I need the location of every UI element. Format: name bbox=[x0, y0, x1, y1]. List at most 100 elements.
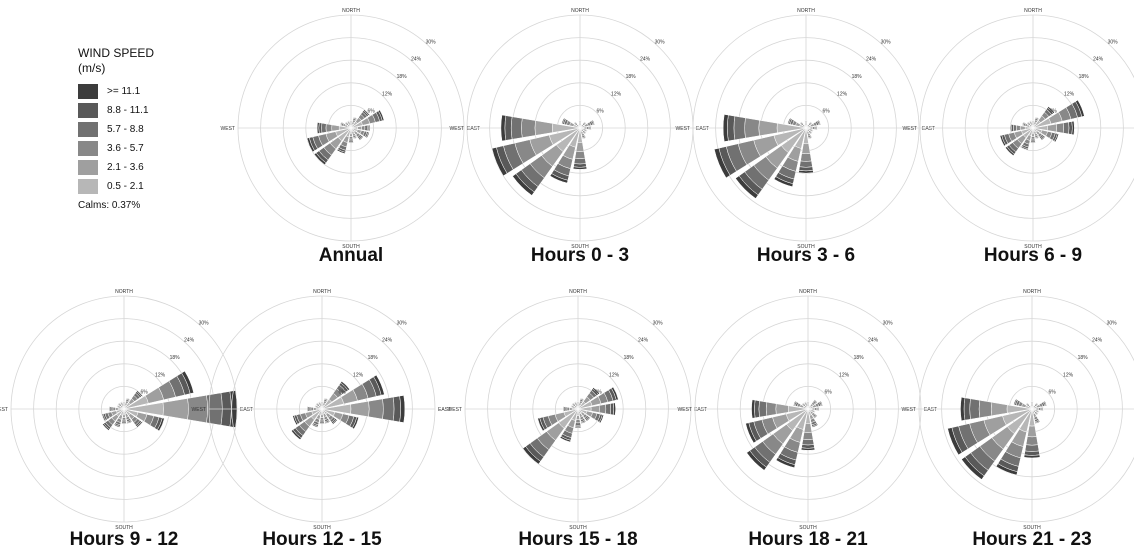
compass-south-label: SOUTH bbox=[799, 525, 817, 531]
wedge-segment bbox=[318, 122, 323, 134]
wedge-segment bbox=[800, 153, 812, 162]
rose-wedge bbox=[350, 109, 385, 129]
wedge-segment bbox=[549, 173, 569, 184]
wedge-segment bbox=[583, 131, 587, 135]
ring-label: 24% bbox=[868, 338, 879, 344]
rose-wedge bbox=[735, 127, 807, 199]
wedge-segment bbox=[537, 417, 545, 432]
wedge-segment bbox=[995, 463, 1018, 476]
wedge-segment bbox=[348, 141, 354, 144]
legend-swatch bbox=[78, 160, 98, 175]
wedge-segment bbox=[573, 121, 577, 125]
wedge-segment bbox=[348, 136, 354, 140]
wedge-segment bbox=[344, 121, 348, 125]
ring-label: 12% bbox=[837, 91, 848, 97]
wedge-segment bbox=[809, 131, 813, 135]
ring-label: 24% bbox=[1092, 338, 1103, 344]
wedge-segment bbox=[611, 386, 619, 401]
wedge-segment bbox=[352, 416, 359, 430]
wedge-segment bbox=[727, 114, 736, 142]
wedge-segment bbox=[1068, 121, 1073, 135]
rose-wedge bbox=[350, 109, 370, 129]
rose-wedge bbox=[292, 408, 323, 426]
ring-label: 12% bbox=[1063, 372, 1074, 378]
rose-wedge bbox=[798, 127, 814, 174]
panel-title: Hours 12 - 15 bbox=[262, 529, 382, 550]
wedge-segment bbox=[1062, 121, 1070, 135]
wedge-segment bbox=[522, 446, 541, 465]
wedge-segment bbox=[798, 170, 814, 174]
ring-label: 24% bbox=[184, 338, 195, 344]
wedge-segment bbox=[574, 426, 582, 429]
ring-label: 12% bbox=[839, 372, 850, 378]
wedge-segment bbox=[346, 120, 350, 123]
wedge-segment bbox=[119, 401, 123, 404]
wedge-segment bbox=[722, 114, 729, 142]
rose-wedge bbox=[807, 400, 823, 410]
compass-west-label: WEST bbox=[450, 126, 464, 132]
wedge-segment bbox=[591, 119, 595, 126]
compass-south-label: SOUTH bbox=[1023, 525, 1041, 531]
ring-label: 6% bbox=[1050, 109, 1058, 115]
rose-wedge bbox=[1032, 120, 1075, 136]
wedge-segment bbox=[1030, 141, 1036, 144]
wedge-segment bbox=[313, 152, 327, 166]
wedge-segment bbox=[582, 136, 587, 140]
compass-east-label: EAST bbox=[694, 407, 707, 413]
wedge-segment bbox=[313, 407, 318, 411]
compass-south-label: SOUTH bbox=[571, 244, 589, 250]
wedge-segment bbox=[590, 125, 592, 131]
compass-north-label: NORTH bbox=[569, 289, 587, 295]
wedge-segment bbox=[598, 414, 604, 424]
rose-wedge bbox=[961, 408, 1033, 480]
rose-wedge bbox=[123, 408, 143, 428]
wedge-segment bbox=[803, 124, 806, 126]
wedge-segment bbox=[610, 402, 615, 416]
legend-item: 5.7 - 8.8 bbox=[78, 120, 198, 139]
rose-wedge bbox=[577, 402, 616, 416]
panel-title: Hours 21 - 23 bbox=[972, 529, 1092, 550]
wedge-segment bbox=[801, 143, 811, 155]
wedge-segment bbox=[116, 404, 119, 408]
wedge-segment bbox=[573, 157, 587, 165]
wedge-segment bbox=[802, 432, 814, 440]
wedge-segment bbox=[733, 115, 746, 141]
rose-wedge bbox=[805, 121, 813, 129]
legend-label: 2.1 - 3.6 bbox=[107, 162, 144, 173]
legend-units: (m/s) bbox=[78, 61, 106, 75]
compass-north-label: NORTH bbox=[571, 8, 589, 14]
wedge-segment bbox=[1016, 124, 1021, 132]
wedge-segment bbox=[999, 134, 1007, 147]
rose-grid bbox=[237, 14, 465, 242]
wedge-segment bbox=[961, 456, 985, 480]
ring-label: 12% bbox=[1064, 91, 1075, 97]
wedge-segment bbox=[798, 166, 814, 172]
ring-label: 18% bbox=[624, 355, 635, 361]
rose-wedge bbox=[1032, 127, 1040, 140]
rose-wedge bbox=[803, 401, 809, 410]
rose-wedge bbox=[805, 127, 813, 140]
wind-rose-panel: 6% 12% 18% 24% 30% NORTH SOUTH EAST WEST bbox=[0, 289, 253, 531]
wedge-segment bbox=[577, 124, 580, 126]
rose-wedge bbox=[577, 408, 604, 424]
wedge-segment bbox=[751, 399, 756, 419]
compass-west-label: WEST bbox=[902, 407, 916, 413]
rose-wedge bbox=[1020, 127, 1034, 151]
ring-label: 6% bbox=[595, 390, 603, 396]
compass-south-label: SOUTH bbox=[313, 525, 331, 531]
rose-wedge bbox=[1028, 120, 1034, 129]
rose-wedge bbox=[549, 127, 581, 184]
legend-item: 0.5 - 2.1 bbox=[78, 177, 198, 196]
wind-rose-panel: 6% 12% 18% 24% 30% NORTH SOUTH EAST WEST bbox=[903, 8, 1134, 250]
wedge-segment bbox=[1024, 444, 1040, 452]
rose-wedge bbox=[793, 400, 809, 410]
rose-wedge bbox=[947, 408, 1033, 456]
wedge-segment bbox=[765, 401, 777, 417]
legend-swatch bbox=[78, 84, 98, 99]
wedge-segment bbox=[136, 390, 143, 397]
rose-wedge bbox=[321, 408, 331, 424]
compass-south-label: SOUTH bbox=[569, 525, 587, 531]
ring-label: 6% bbox=[1049, 390, 1057, 396]
rose-wedge bbox=[577, 386, 619, 410]
